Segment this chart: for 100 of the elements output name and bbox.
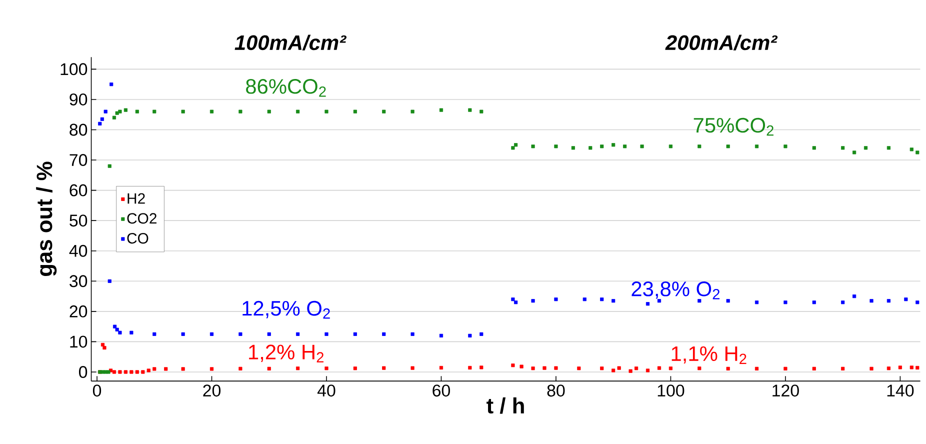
point bbox=[146, 368, 150, 372]
point bbox=[582, 298, 586, 302]
point bbox=[98, 122, 102, 126]
x-tick-label: 40 bbox=[317, 384, 336, 397]
point bbox=[612, 143, 616, 147]
point bbox=[238, 366, 242, 370]
x-tick-label: 60 bbox=[432, 384, 450, 397]
point bbox=[353, 332, 357, 336]
point bbox=[910, 148, 914, 152]
point bbox=[668, 366, 673, 370]
y-tick-label: 100 bbox=[60, 63, 88, 76]
point bbox=[852, 294, 856, 298]
point bbox=[124, 370, 128, 374]
legend-label: H2 bbox=[128, 193, 145, 204]
point bbox=[646, 302, 650, 306]
point bbox=[164, 367, 168, 371]
point bbox=[784, 300, 788, 304]
point bbox=[886, 299, 891, 303]
point bbox=[439, 334, 444, 338]
point bbox=[115, 111, 119, 115]
point bbox=[511, 298, 515, 302]
legend-label: CO bbox=[127, 233, 148, 244]
point bbox=[634, 366, 638, 370]
point bbox=[623, 144, 627, 148]
x-tick-label: 100 bbox=[658, 384, 684, 397]
point bbox=[886, 146, 891, 150]
point bbox=[554, 144, 558, 148]
point bbox=[511, 364, 515, 368]
point bbox=[296, 366, 300, 370]
point bbox=[210, 332, 214, 336]
point bbox=[267, 366, 271, 370]
y-axis-title: gas out / % bbox=[36, 162, 57, 276]
point bbox=[152, 367, 156, 371]
x-tick-label: 80 bbox=[547, 384, 565, 397]
point bbox=[916, 366, 920, 370]
x-tick-label: 20 bbox=[203, 384, 221, 397]
point bbox=[668, 144, 673, 148]
point bbox=[104, 370, 108, 374]
point bbox=[864, 146, 868, 150]
annotation: 86%CO$_{2}$ bbox=[246, 78, 326, 97]
point bbox=[754, 300, 759, 304]
point bbox=[468, 366, 472, 370]
point bbox=[852, 150, 856, 154]
point bbox=[108, 279, 112, 283]
point bbox=[382, 110, 386, 114]
point bbox=[841, 366, 845, 370]
point bbox=[439, 366, 444, 370]
point bbox=[542, 366, 546, 370]
point bbox=[152, 110, 156, 114]
point bbox=[141, 370, 145, 374]
text: 100mA/cm² bbox=[234, 34, 346, 50]
point bbox=[210, 110, 214, 114]
x-tick-label: 0 bbox=[92, 384, 102, 397]
point bbox=[152, 332, 156, 336]
y-tick-label: 70 bbox=[70, 154, 88, 166]
y-tick-label: 50 bbox=[70, 214, 88, 227]
point bbox=[554, 366, 558, 370]
annotation: 1,1% H$_{2}$ bbox=[672, 346, 746, 364]
point bbox=[238, 110, 242, 114]
point bbox=[520, 364, 524, 368]
point bbox=[130, 330, 134, 334]
point bbox=[870, 366, 874, 370]
point bbox=[113, 324, 117, 328]
point bbox=[353, 366, 357, 370]
point bbox=[617, 366, 621, 370]
legend-label: CO2 bbox=[127, 213, 156, 224]
point bbox=[468, 108, 472, 112]
point bbox=[118, 110, 122, 114]
point bbox=[886, 366, 891, 370]
point bbox=[841, 300, 845, 304]
point bbox=[181, 332, 185, 336]
point bbox=[181, 367, 185, 371]
point bbox=[531, 144, 535, 148]
point bbox=[698, 299, 702, 303]
point bbox=[410, 366, 414, 370]
point bbox=[784, 366, 788, 370]
point bbox=[296, 332, 300, 336]
point bbox=[480, 332, 484, 336]
point bbox=[110, 82, 114, 86]
point bbox=[841, 146, 845, 150]
point bbox=[238, 332, 242, 336]
point bbox=[480, 366, 484, 370]
point bbox=[210, 367, 214, 371]
point bbox=[410, 110, 414, 114]
point bbox=[628, 369, 632, 373]
point bbox=[812, 146, 816, 150]
point bbox=[267, 332, 271, 336]
point bbox=[324, 110, 328, 114]
point bbox=[657, 299, 662, 303]
point bbox=[382, 332, 386, 336]
point bbox=[754, 366, 759, 370]
point bbox=[910, 366, 914, 370]
point bbox=[588, 146, 592, 150]
point bbox=[726, 366, 730, 370]
point bbox=[754, 144, 759, 148]
point bbox=[600, 298, 604, 302]
point bbox=[531, 299, 535, 303]
point bbox=[812, 300, 816, 304]
point bbox=[353, 110, 357, 114]
point bbox=[612, 368, 616, 372]
